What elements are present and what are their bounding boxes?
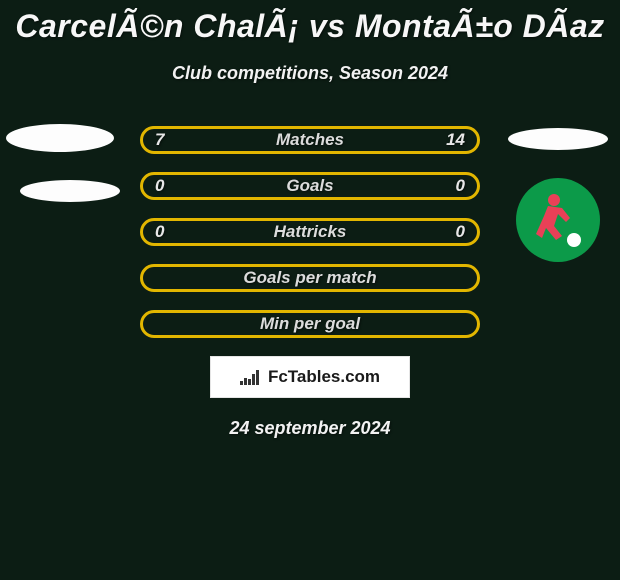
stat-pill-hattricks: 0 Hattricks 0 — [140, 218, 480, 246]
stat-row: Min per goal — [0, 310, 620, 338]
stat-pill-matches: 7 Matches 14 — [140, 126, 480, 154]
stat-label: Hattricks — [274, 222, 347, 242]
stat-pill-mpg: Min per goal — [140, 310, 480, 338]
stat-row: 7 Matches 14 — [0, 126, 620, 154]
comparison-card: CarcelÃ©n ChalÃ¡ vs MontaÃ±o DÃ­az Club … — [0, 0, 620, 580]
stat-row: 0 Goals 0 — [0, 172, 620, 200]
branding-text: FcTables.com — [268, 367, 380, 387]
stats-rows: 7 Matches 14 0 Goals 0 0 Hattricks 0 Goa… — [0, 126, 620, 338]
page-title: CarcelÃ©n ChalÃ¡ vs MontaÃ±o DÃ­az — [0, 0, 620, 45]
branding-box: FcTables.com — [210, 356, 410, 398]
chart-icon — [240, 369, 262, 385]
stat-label: Goals — [286, 176, 333, 196]
stat-label: Goals per match — [243, 268, 376, 288]
stat-right-value: 0 — [456, 222, 465, 242]
stat-left-value: 0 — [155, 176, 164, 196]
stat-label: Min per goal — [260, 314, 360, 334]
stat-row: Goals per match — [0, 264, 620, 292]
stat-left-value: 0 — [155, 222, 164, 242]
stat-row: 0 Hattricks 0 — [0, 218, 620, 246]
stat-right-value: 0 — [456, 176, 465, 196]
stat-pill-gpm: Goals per match — [140, 264, 480, 292]
stat-left-value: 7 — [155, 130, 164, 150]
date-text: 24 september 2024 — [0, 418, 620, 439]
stat-right-value: 14 — [446, 130, 465, 150]
stat-label: Matches — [276, 130, 344, 150]
subtitle: Club competitions, Season 2024 — [0, 63, 620, 84]
stat-pill-goals: 0 Goals 0 — [140, 172, 480, 200]
